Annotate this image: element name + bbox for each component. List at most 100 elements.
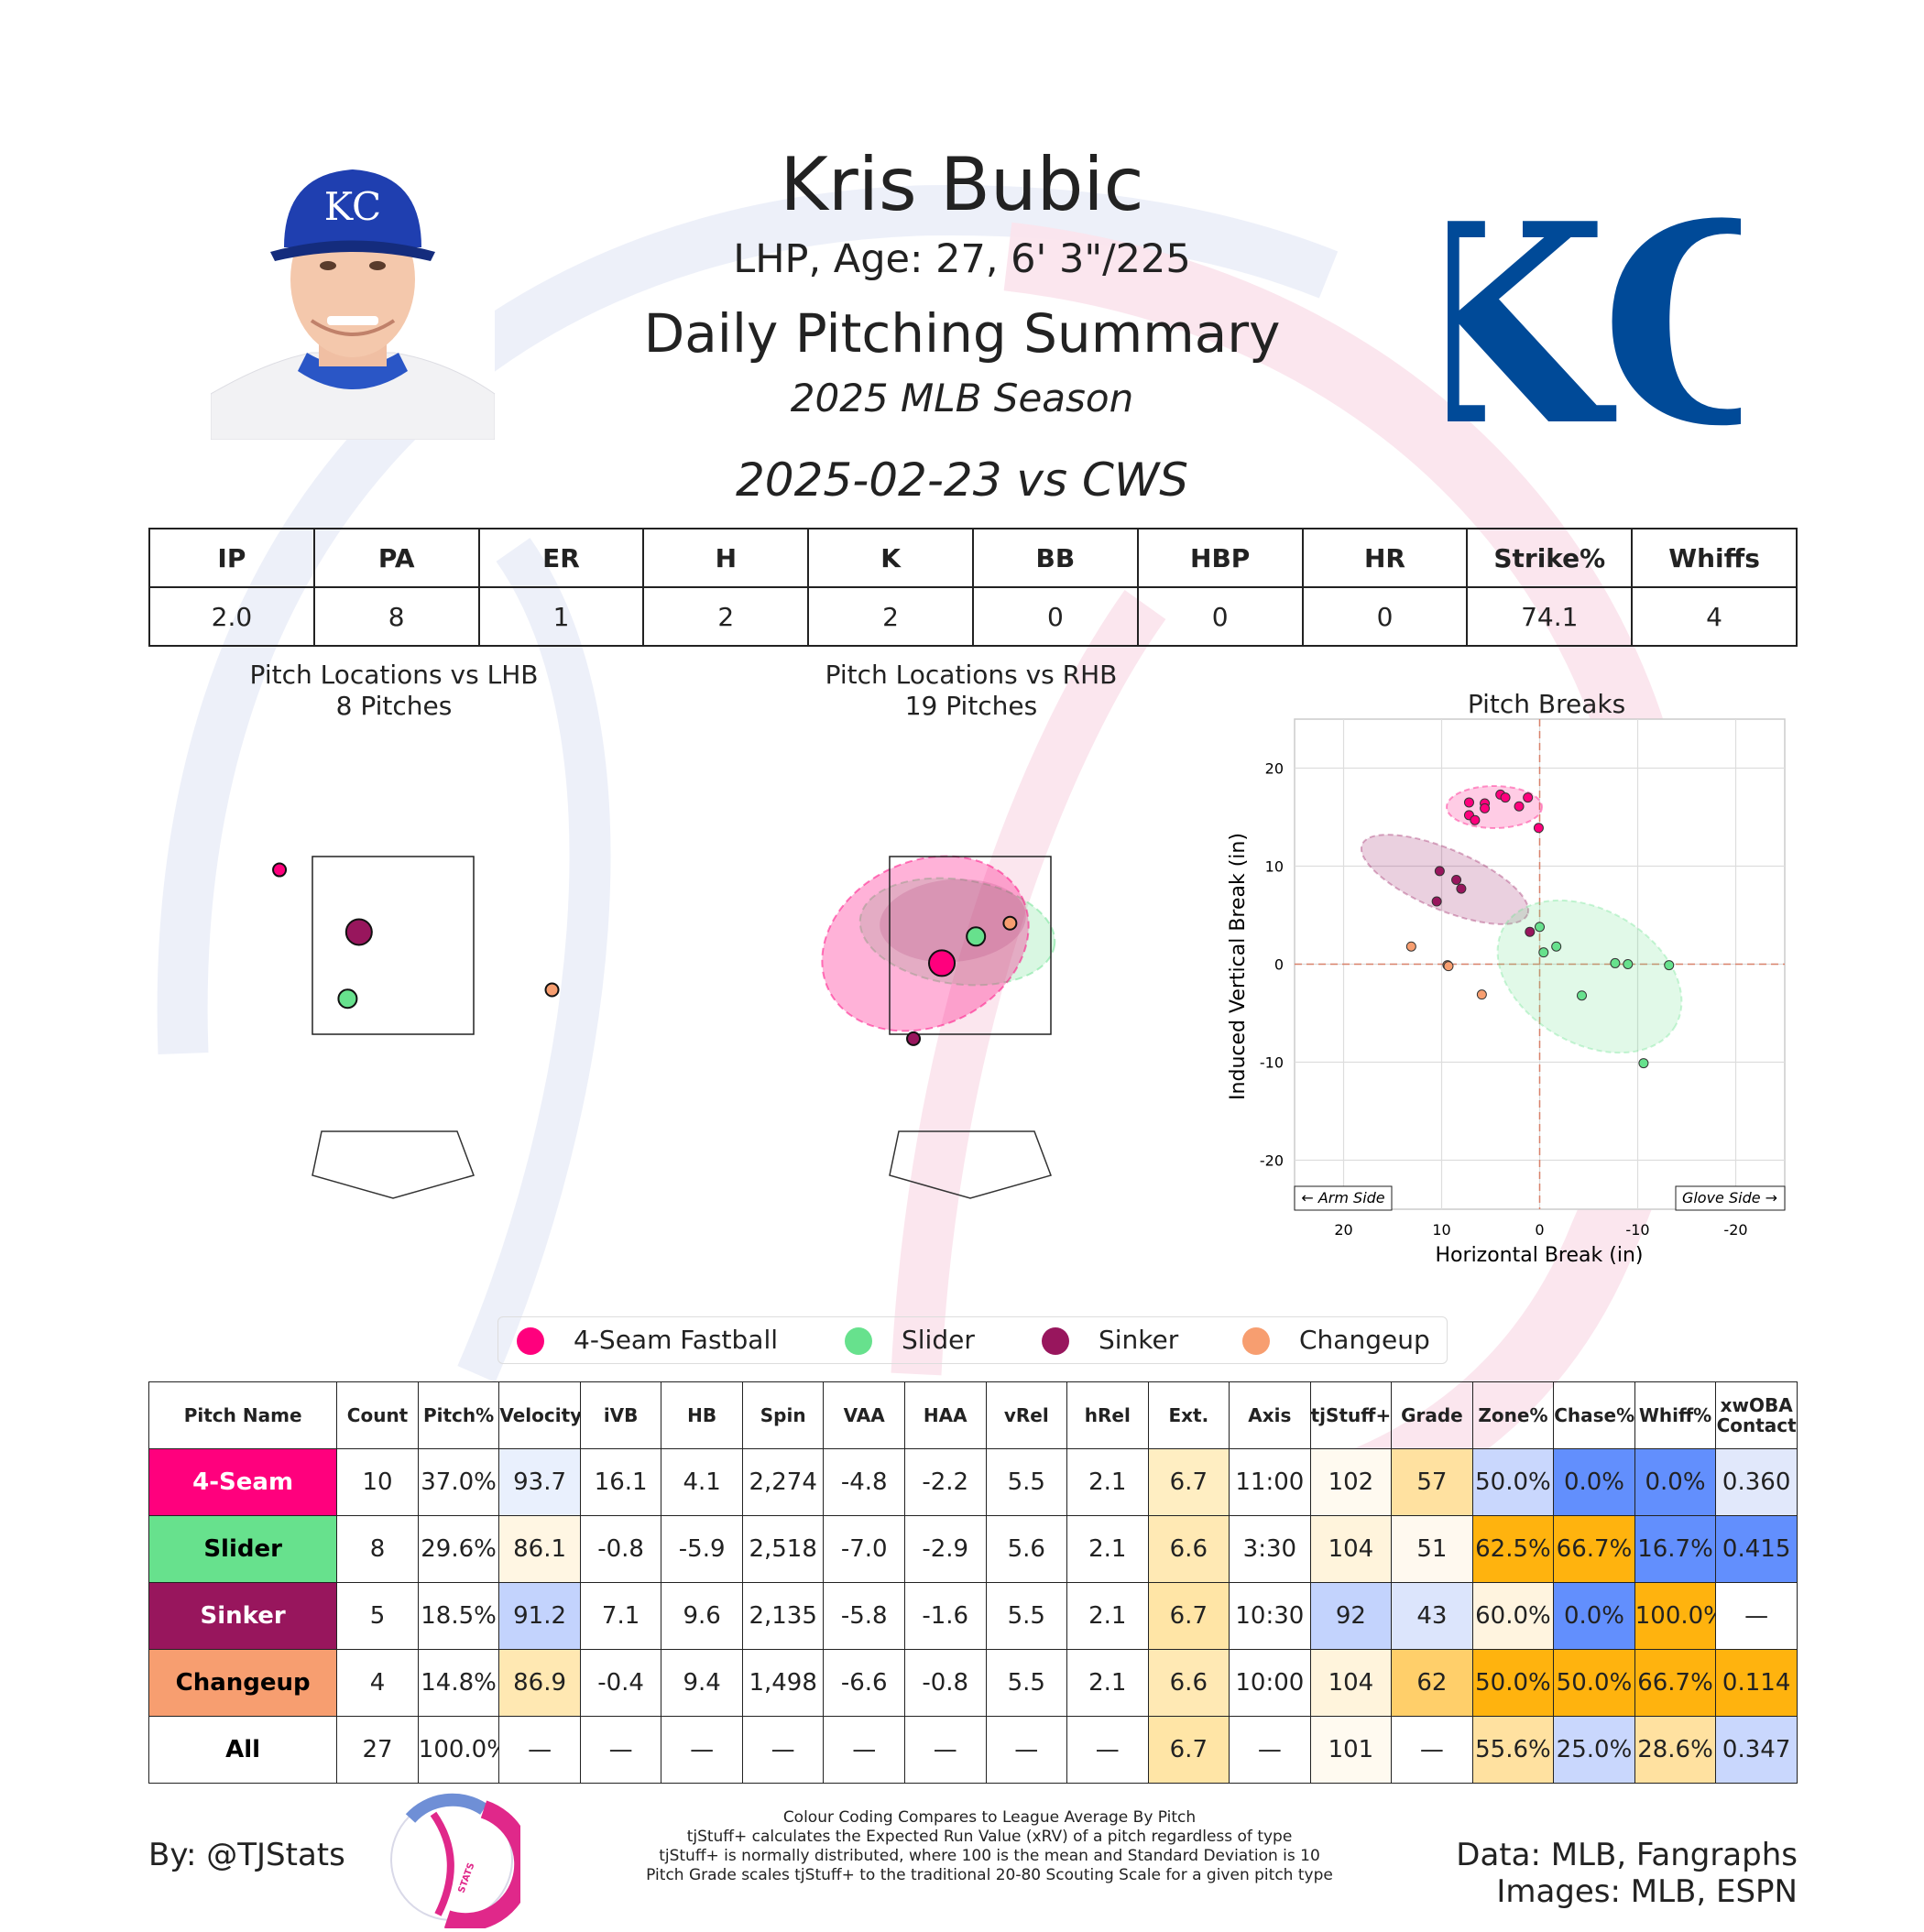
x-tick-label: -10: [1625, 1221, 1649, 1239]
team-logo: KC: [1369, 147, 1819, 486]
pitch-cell-hrel: —: [1066, 1716, 1149, 1784]
legend-item-slider: Slider: [845, 1323, 975, 1358]
pitch-cell-chase: 66.7%: [1553, 1515, 1635, 1583]
pitch-cell-ext: 6.7: [1147, 1448, 1230, 1516]
pitch-name-cell: Sinker: [148, 1582, 338, 1650]
pitch-cell-zone: 50.0%: [1471, 1649, 1555, 1717]
legend-dot: [517, 1327, 544, 1355]
pitch-table-header-velocity: Velocity: [498, 1381, 581, 1449]
pitch-table-header-vrel: vRel: [985, 1381, 1068, 1449]
pitch-cell-hb: —: [661, 1716, 743, 1784]
pitch-cell-ext: 6.7: [1147, 1582, 1230, 1650]
pitch-table-header-pitch-name: Pitch Name: [148, 1381, 338, 1449]
summary-value: 0: [971, 586, 1139, 647]
pitch-cell-whiff: 16.7%: [1634, 1515, 1717, 1583]
footnote: Colour Coding Compares to League Average…: [782, 1808, 1197, 1827]
pitch-name-cell: All: [148, 1716, 338, 1784]
break-point-slider: [1538, 947, 1549, 958]
pitch-cell-hrel: 2.1: [1066, 1515, 1149, 1583]
x-tick-label: 10: [1432, 1221, 1450, 1239]
location-point-changeup: [544, 982, 560, 998]
game-summary-table: IP PA ER H K BB HBP HR Strike% Whiffs 2.…: [148, 528, 1798, 647]
pitch-table-header-hrel: hRel: [1066, 1381, 1149, 1449]
game-label: 2025-02-23 vs CWS: [735, 453, 1189, 507]
break-point-slider: [1638, 1058, 1649, 1069]
pitch-cell-axis: 11:00: [1229, 1448, 1311, 1516]
credits: Data: MLB, Fangraphs Images: MLB, ESPN: [1374, 1837, 1798, 1910]
pitch-cell-tjstuff: 92: [1309, 1582, 1393, 1650]
pitch-cell-axis: —: [1229, 1716, 1311, 1784]
break-point-slider: [1664, 960, 1675, 971]
break-point-slider: [1535, 922, 1545, 933]
home-plate: [889, 1130, 1052, 1199]
pitch-table-header-spin: Spin: [741, 1381, 825, 1449]
x-axis-label: Horizontal Break (in): [1436, 1244, 1644, 1267]
break-point-changeup: [1443, 961, 1454, 972]
glove-side-box: [1675, 1185, 1786, 1211]
break-point-4-seam-fastball: [1533, 823, 1544, 834]
slider-break-ellipse: [1496, 899, 1683, 1054]
pitch-cell-ivb: —: [579, 1716, 662, 1784]
summary-value: 74.1: [1466, 586, 1634, 647]
break-plot-title: Pitch Breaks: [1467, 689, 1626, 719]
break-point-4-seam-fastball: [1470, 814, 1481, 825]
pitch-metrics-table: Pitch Name Count Pitch% Velocity iVB HB Spin VA…: [148, 1381, 1798, 1784]
pitch-cell-chase: 0.0%: [1553, 1582, 1635, 1650]
pitch-cell-velocity: 91.2: [498, 1582, 581, 1650]
pitch-cell-zone: 60.0%: [1471, 1582, 1555, 1650]
pitch-table-header-pitch: Pitch%: [417, 1381, 500, 1449]
pitch-cell-hb: 9.4: [661, 1649, 743, 1717]
pitch-cell-pitch: 37.0%: [417, 1448, 500, 1516]
cap-logo-text: KC: [324, 184, 381, 229]
footnote: Pitch Grade scales tjStuff+ to the tradi…: [646, 1866, 1333, 1884]
data-credit: Data: MLB, Fangraphs: [1456, 1837, 1798, 1873]
summary-value: 1: [477, 586, 645, 647]
break-point-changeup: [1405, 941, 1416, 952]
legend-item-sinker: Sinker: [1042, 1323, 1178, 1358]
summary-value: 2: [807, 586, 974, 647]
pitch-cell-tjstuff: 102: [1309, 1448, 1393, 1516]
break-point-4-seam-fastball: [1523, 792, 1534, 803]
legend-dot: [845, 1327, 872, 1355]
pitch-cell-axis: 10:30: [1229, 1582, 1311, 1650]
summary-header: HR: [1301, 528, 1469, 588]
pitch-cell-xwoba-contact: —: [1715, 1582, 1798, 1650]
lhb-plot-title-block: Pitch Locations vs LHB 8 Pitches: [211, 660, 577, 722]
break-point-slider: [1623, 959, 1634, 969]
rhb-plot-title-block: Pitch Locations vs RHB 19 Pitches: [788, 660, 1154, 722]
summary-header: HBP: [1136, 528, 1304, 588]
break-point-4-seam-fastball: [1514, 801, 1525, 812]
pitch-row-slider: Slider 8 29.6% 86.1 -0.8 -5.9 2,518 -7.0 -2.9 5.6…: [148, 1515, 1798, 1583]
pitch-row-4-seam: 4-Seam 10 37.0% 93.7 16.1 4.1 2,274 -4.8 -2.2 5.5…: [148, 1448, 1798, 1516]
fastball-break-ellipse: [1446, 785, 1543, 829]
location-point-sinker: [344, 918, 373, 946]
pitch-cell-whiff: 0.0%: [1634, 1448, 1717, 1516]
pitch-cell-zone: 50.0%: [1471, 1448, 1555, 1516]
pitch-cell-vrel: 5.6: [985, 1515, 1068, 1583]
pitch-cell-pitch: 18.5%: [417, 1582, 500, 1650]
pitch-row-all: All27100.0%————————6.7—101—55.6%25.0%28.…: [148, 1716, 1798, 1784]
x-tick-label: 0: [1535, 1221, 1544, 1239]
pitch-cell-hrel: 2.1: [1066, 1649, 1149, 1717]
pitch-cell-ext: 6.6: [1147, 1649, 1230, 1717]
summary-header: PA: [312, 528, 480, 588]
legend-label: Changeup: [1299, 1325, 1430, 1355]
summary-value: 2.0: [148, 586, 315, 647]
footnote: tjStuff+ is normally distributed, where …: [659, 1847, 1320, 1865]
pitch-cell-tjstuff: 104: [1309, 1649, 1393, 1717]
summary-value: 4: [1631, 586, 1798, 647]
pitch-table-header-axis: Axis: [1229, 1381, 1311, 1449]
pitch-cell-xwoba-contact: 0.114: [1715, 1649, 1798, 1717]
pitch-cell-count: 4: [336, 1649, 419, 1717]
pitch-cell-grade: 51: [1391, 1515, 1473, 1583]
pitch-table-header-ivb: iVB: [579, 1381, 662, 1449]
home-plate: [312, 1130, 475, 1199]
pitch-cell-whiff: 66.7%: [1634, 1649, 1717, 1717]
location-point-4-seam-fastball: [928, 949, 957, 977]
pitch-cell-haa: -0.8: [903, 1649, 987, 1717]
pitch-cell-ivb: -0.4: [579, 1649, 662, 1717]
pitch-cell-vrel: —: [985, 1716, 1068, 1784]
player-bio: LHP, Age: 27, 6' 3"/225: [733, 236, 1191, 282]
summary-value: 8: [312, 586, 480, 647]
pitch-cell-ext: 6.7: [1147, 1716, 1230, 1784]
